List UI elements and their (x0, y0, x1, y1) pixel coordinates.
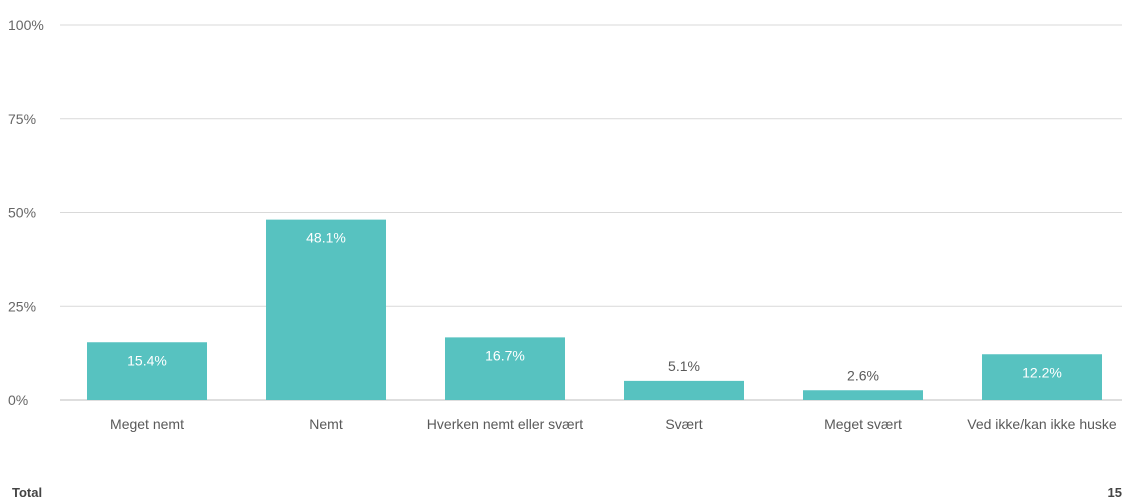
grid-lines (60, 24, 1122, 401)
bar (87, 342, 207, 400)
bar (445, 337, 565, 400)
bars (87, 219, 1102, 400)
y-axis-ticks: 0% 25% 50% 75% 100% (8, 17, 44, 408)
y-tick-label: 25% (8, 298, 36, 314)
bar-chart: 0%25%50%75%100% 15.4%48.1%16.7%5.1%2.6% 1… (8, 17, 1122, 432)
data-label: 2.6% (847, 367, 879, 383)
data-label: 15.4% (127, 352, 167, 368)
x-tick-label: Nemt (309, 416, 343, 432)
x-tick-label: Meget svært (824, 416, 902, 432)
data-label: 5.1% (668, 358, 700, 374)
total-value: 15 (1107, 485, 1122, 500)
bar (982, 354, 1102, 400)
data-labels: 15.4% 48.1% 16.7% 5.1% 2.6% 12.2% (127, 230, 1062, 384)
total-label: Total (12, 485, 43, 500)
x-tick-label: Hverken nemt eller svært (427, 416, 583, 432)
x-tick-label: Ved ikke/kan ikke huske (967, 416, 1117, 432)
x-tick-label: Meget nemt (110, 416, 184, 432)
x-axis-ticks: Meget nemt Nemt Hverken nemt eller svært Sv… (110, 416, 1117, 432)
data-label: 12.2% (1022, 364, 1062, 380)
data-label: 16.7% (485, 347, 525, 363)
y-tick-label: 75% (8, 111, 36, 127)
bar (266, 219, 386, 400)
data-label: 48.1% (306, 230, 346, 246)
bar (803, 390, 923, 400)
x-tick-label: Svært (665, 416, 702, 432)
y-tick-label: 50% (8, 205, 36, 221)
bar (624, 380, 744, 400)
y-tick-label: 0% (8, 392, 28, 408)
y-tick-label: 100% (8, 17, 44, 33)
